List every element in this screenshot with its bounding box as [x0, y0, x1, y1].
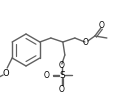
Text: O: O	[3, 69, 9, 78]
Text: O: O	[99, 20, 105, 29]
Text: O: O	[83, 38, 89, 46]
Text: O: O	[59, 60, 65, 70]
Text: O: O	[44, 70, 50, 80]
Text: O: O	[59, 84, 65, 94]
Text: S: S	[59, 70, 65, 80]
